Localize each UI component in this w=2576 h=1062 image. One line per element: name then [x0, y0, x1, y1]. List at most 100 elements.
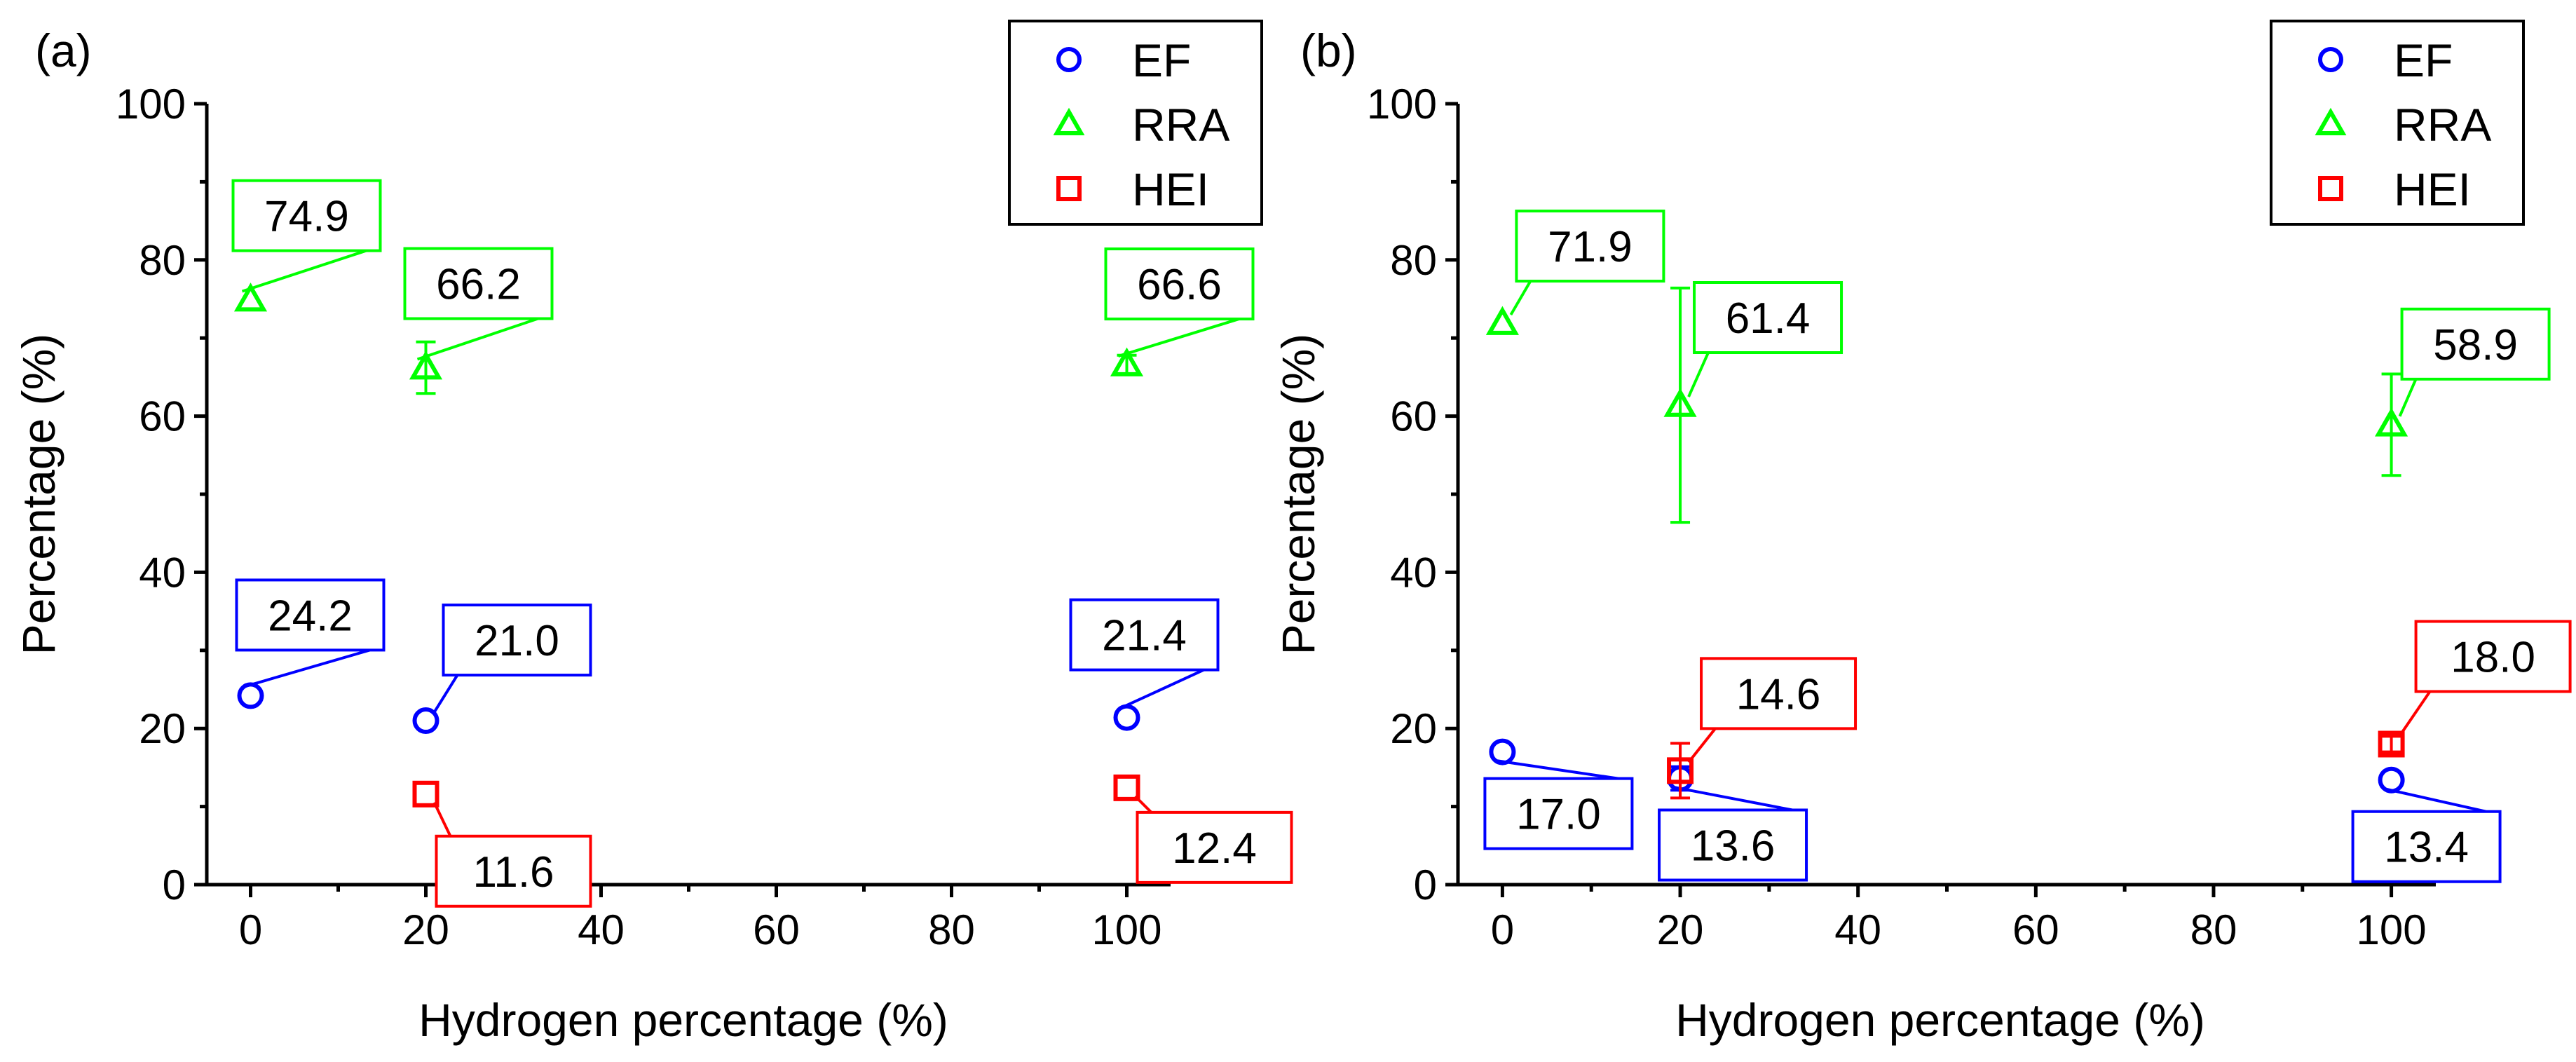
label-leader — [1134, 795, 1152, 814]
data-point-ef — [1489, 738, 1516, 765]
y-axis-title: Percentage (%) — [13, 334, 64, 655]
y-tick-label: 80 — [139, 237, 186, 284]
legend-item-hei: HEI — [2318, 163, 2471, 215]
legend-box — [1008, 20, 1263, 226]
y-axis-title: Percentage (%) — [1272, 334, 1324, 655]
x-tick-label: 20 — [402, 906, 449, 953]
panel-label: (a) — [35, 25, 92, 76]
x-axis-title: Hydrogen percentage (%) — [418, 994, 948, 1046]
data-point-hei — [1667, 757, 1694, 784]
legend-item-rra: RRA — [2315, 99, 2491, 151]
data-label: 21.4 — [1069, 598, 1220, 711]
data-label: 17.0 — [1483, 758, 1634, 850]
x-tick-label: 100 — [1091, 906, 1161, 953]
data-label: 13.6 — [1658, 785, 1808, 882]
legend-label: RRA — [2394, 99, 2491, 151]
data-point-rra — [1485, 306, 1519, 335]
label-text: 14.6 — [1736, 670, 1821, 719]
series-hei: 11.6 12.4 — [412, 774, 1293, 908]
y-tick-label: 100 — [1367, 81, 1437, 128]
x-tick-label: 100 — [2357, 906, 2427, 953]
data-label: 58.9 — [2398, 307, 2551, 417]
series-rra: 71.9 61.4 58.9 — [1485, 210, 2551, 524]
y-tick-label: 20 — [1390, 705, 1437, 752]
label-box — [2400, 307, 2551, 381]
legend-label: RRA — [1132, 99, 1229, 151]
y-tick-label: 0 — [163, 862, 186, 908]
x-tick-label: 60 — [2012, 906, 2059, 953]
data-label: 11.6 — [432, 801, 592, 908]
y-tick-label: 40 — [1390, 549, 1437, 596]
x-tick-label: 40 — [1834, 906, 1881, 953]
legend-item-hei: HEI — [1056, 163, 1209, 215]
data-label: 21.0 — [432, 604, 592, 714]
label-box — [1515, 210, 1665, 283]
data-label: 61.4 — [1687, 281, 1844, 397]
legend-marker — [1053, 107, 1085, 135]
legend-label: HEI — [2394, 163, 2471, 215]
legend-label: HEI — [1132, 163, 1209, 215]
label-box — [1693, 281, 1844, 355]
label-box — [1700, 657, 1858, 730]
legend-item-ef: EF — [1056, 34, 1191, 86]
label-text: 13.6 — [1691, 822, 1776, 870]
label-text: 17.0 — [1516, 791, 1601, 839]
label-leader — [416, 317, 539, 361]
label-text: 66.2 — [436, 261, 521, 309]
label-text: 21.0 — [475, 617, 559, 665]
panel-label: (b) — [1300, 25, 1357, 76]
chart-panel-b: (b) 0 20 40 60 80 100 0 20 40 60 80 100 Hydrogen perc… — [1272, 20, 2572, 1046]
label-leader — [1509, 280, 1532, 316]
data-point-rra — [409, 350, 443, 380]
label-leader — [241, 249, 367, 293]
chart-panel-a: (a) 0 20 40 60 80 100 0 20 40 60 80 100 Hydrogen perc… — [13, 20, 1293, 1046]
label-leader — [2398, 690, 2432, 737]
label-leader — [1687, 352, 1710, 397]
legend-marker — [2315, 107, 2347, 135]
legend-marker — [2318, 176, 2343, 201]
x-tick-label: 60 — [753, 906, 800, 953]
legend-label: EF — [2394, 34, 2453, 86]
data-label: 66.6 — [1104, 247, 1255, 358]
label-box — [1483, 777, 1634, 850]
label-leader — [1117, 318, 1240, 358]
data-point-ef — [412, 707, 439, 735]
data-label: 74.9 — [231, 179, 382, 293]
legend-marker — [1056, 47, 1082, 72]
series-hei: 14.6 18.0 — [1667, 620, 2572, 800]
label-text: 74.9 — [264, 193, 349, 241]
y-tick-label: 40 — [139, 549, 186, 596]
x-tick-label: 0 — [239, 906, 262, 953]
x-tick-label: 0 — [1491, 906, 1514, 953]
legend-item-ef: EF — [2318, 34, 2453, 86]
legend-label: EF — [1132, 34, 1191, 86]
legend-item-rra: RRA — [1053, 99, 1229, 151]
data-point-hei — [412, 780, 439, 808]
label-leader — [2398, 379, 2418, 417]
data-label: 66.2 — [403, 247, 554, 361]
label-box — [1658, 808, 1808, 882]
label-box — [435, 834, 592, 908]
label-box — [2351, 810, 2502, 883]
data-point-rra — [1663, 388, 1697, 417]
label-leader — [432, 674, 459, 714]
series-ef: 24.2 21.0 21.4 — [235, 578, 1220, 735]
label-text: 12.4 — [1172, 824, 1257, 873]
label-box — [403, 247, 554, 320]
legend-marker — [2318, 47, 2343, 72]
label-text: 13.4 — [2384, 824, 2469, 872]
label-leader — [432, 801, 452, 837]
y-tick-label: 20 — [139, 705, 186, 752]
data-label: 71.9 — [1509, 210, 1665, 316]
label-leader — [1494, 758, 1618, 780]
label-box — [1069, 598, 1220, 672]
legend-marker — [1056, 176, 1082, 201]
data-label: 14.6 — [1687, 657, 1858, 763]
label-text: 24.2 — [268, 592, 353, 640]
data-label: 12.4 — [1134, 795, 1293, 884]
label-leader — [241, 648, 371, 689]
data-label: 13.4 — [2351, 787, 2502, 883]
data-point-hei — [2378, 730, 2405, 758]
label-text: 18.0 — [2451, 633, 2535, 681]
